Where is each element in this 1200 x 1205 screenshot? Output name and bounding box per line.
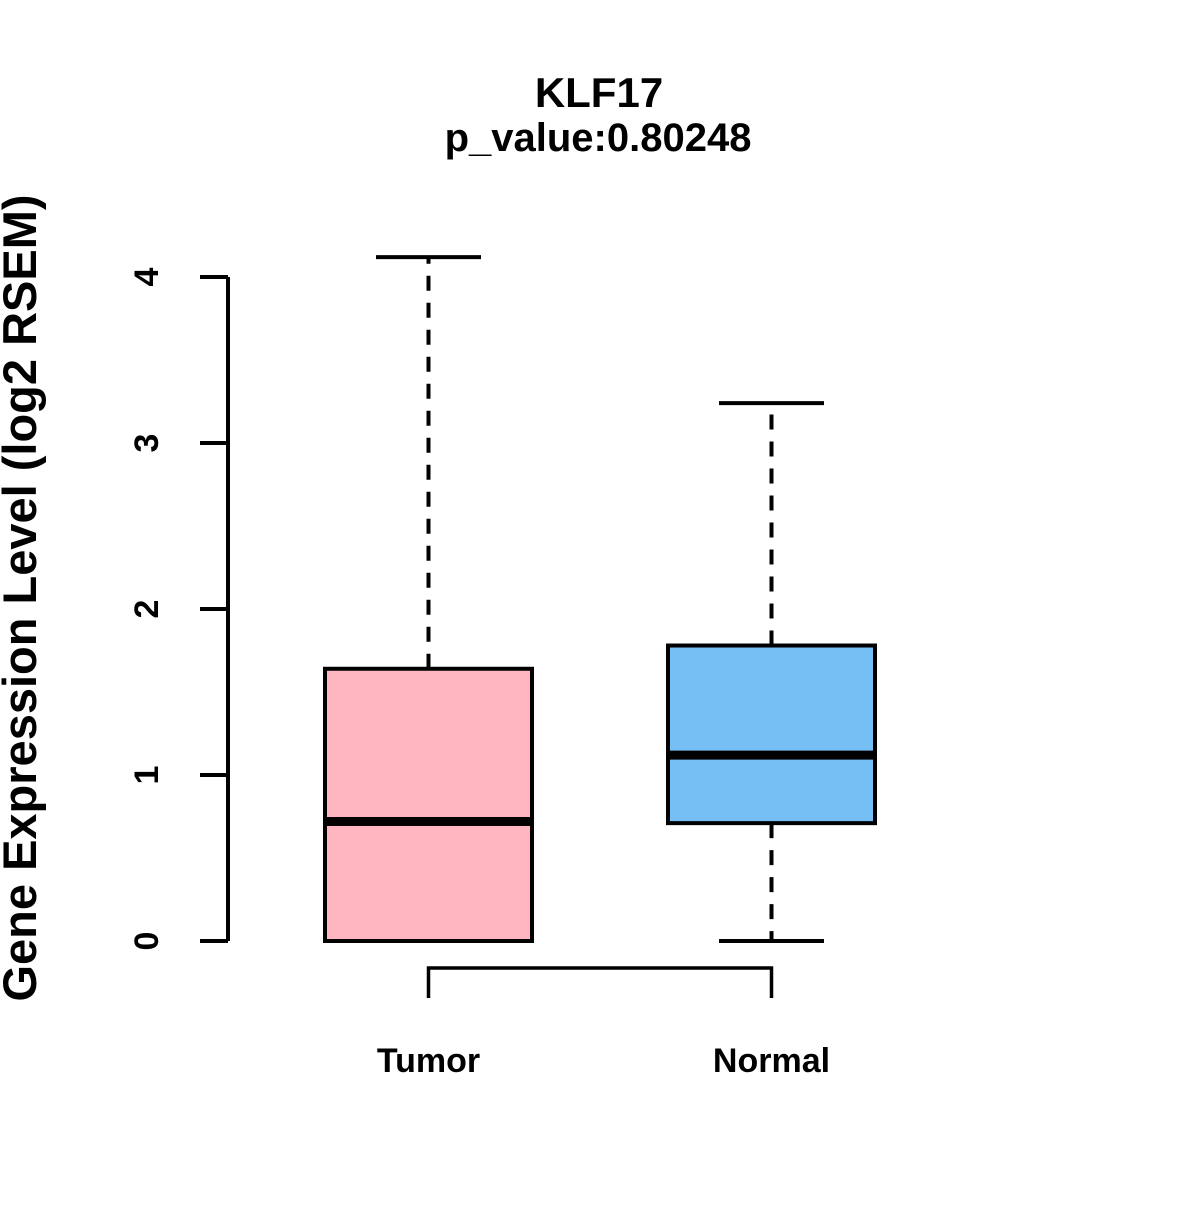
y-tick-label-4: 4 [128, 267, 166, 286]
comparison-bracket [426, 966, 774, 998]
y-tick-label-3: 3 [128, 434, 166, 453]
tumor-box [323, 666, 534, 943]
chart-subtitle: p_value:0.80248 [445, 116, 752, 160]
normal-box [666, 643, 877, 826]
x-category-label-normal: Normal [713, 1042, 830, 1080]
chart-title: KLF17 [535, 69, 663, 116]
y-axis-title: Gene Expression Level (log2 RSEM) [0, 194, 46, 1001]
y-tick-label-0: 0 [128, 932, 166, 951]
x-category-label-tumor: Tumor [377, 1042, 480, 1080]
plot-geometry [200, 255, 877, 998]
y-tick-label-2: 2 [128, 600, 166, 619]
y-tick-label-1: 1 [128, 766, 166, 785]
